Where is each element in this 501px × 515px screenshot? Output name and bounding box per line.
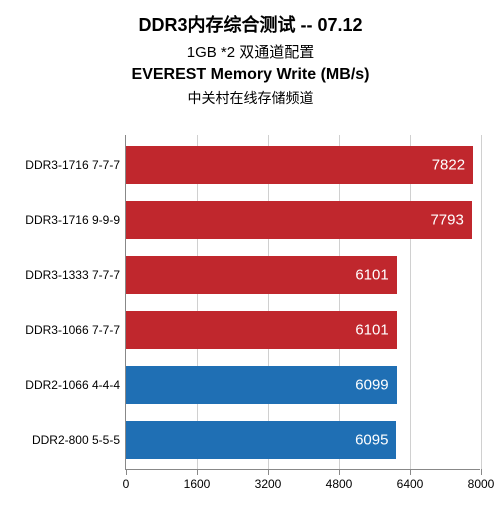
x-tick-label: 6400 <box>397 477 424 491</box>
y-axis-label: DDR2-800 5-5-5 <box>32 433 120 447</box>
bar-value-label: 7793 <box>430 212 463 229</box>
y-axis-label: DDR3-1333 7-7-7 <box>25 268 120 282</box>
bar: 6101 <box>126 311 397 349</box>
x-tick-label: 3200 <box>255 477 282 491</box>
chart-title-sub1: 1GB *2 双通道配置 <box>0 41 501 62</box>
x-tick-mark <box>481 469 482 475</box>
bar-value-label: 7822 <box>432 157 465 174</box>
x-tick-label: 4800 <box>326 477 353 491</box>
bar-value-label: 6095 <box>355 432 388 449</box>
bar: 6099 <box>126 366 397 404</box>
x-tick-mark <box>410 469 411 475</box>
gridline <box>268 135 269 469</box>
chart-titles: DDR3内存综合测试 -- 07.12 1GB *2 双通道配置 EVEREST… <box>0 0 501 108</box>
x-tick-mark <box>197 469 198 475</box>
gridline <box>481 135 482 469</box>
y-axis-label: DDR3-1716 9-9-9 <box>25 213 120 227</box>
bar-value-label: 6101 <box>355 267 388 284</box>
chart-container: DDR3内存综合测试 -- 07.12 1GB *2 双通道配置 EVEREST… <box>0 0 501 515</box>
gridline <box>197 135 198 469</box>
x-tick-label: 1600 <box>184 477 211 491</box>
chart-title-sub2: EVEREST Memory Write (MB/s) <box>0 66 501 84</box>
bar: 7793 <box>126 201 472 239</box>
plot-area: 0160032004800640080007822DDR3-1716 7-7-7… <box>125 135 480 470</box>
x-tick-mark <box>339 469 340 475</box>
y-axis-label: DDR3-1066 7-7-7 <box>25 323 120 337</box>
chart-title-sub3: 中关村在线存储频道 <box>0 88 501 108</box>
y-axis-label: DDR3-1716 7-7-7 <box>25 158 120 172</box>
x-tick-mark <box>268 469 269 475</box>
bar-value-label: 6101 <box>355 322 388 339</box>
bar: 7822 <box>126 146 473 184</box>
gridline <box>339 135 340 469</box>
chart-title-main: DDR3内存综合测试 -- 07.12 <box>0 14 501 37</box>
bar: 6095 <box>126 421 396 459</box>
bar: 6101 <box>126 256 397 294</box>
gridline <box>410 135 411 469</box>
x-tick-label: 0 <box>123 477 130 491</box>
x-tick-mark <box>126 469 127 475</box>
x-tick-label: 8000 <box>468 477 495 491</box>
bar-value-label: 6099 <box>355 377 388 394</box>
y-axis-label: DDR2-1066 4-4-4 <box>25 378 120 392</box>
